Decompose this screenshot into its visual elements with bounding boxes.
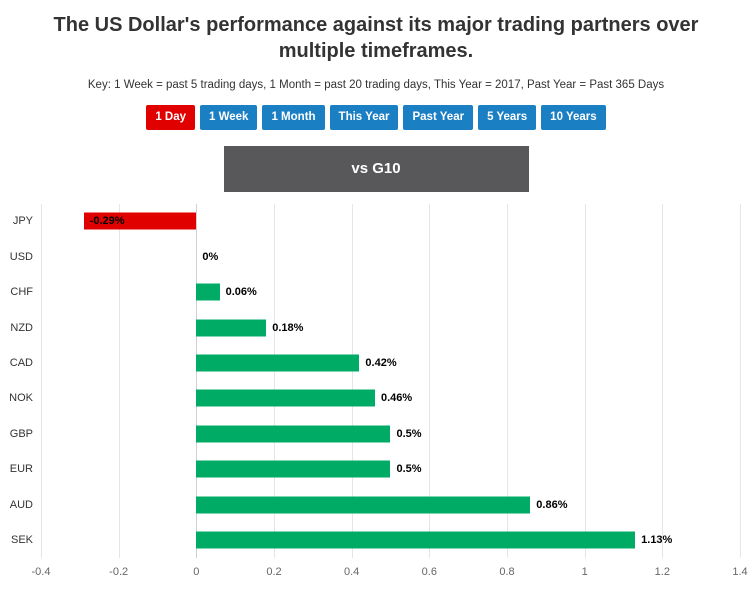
timeframe-buttons: 1 Day 1 Week 1 Month This Year Past Year 5 Ye… [0,105,752,130]
bar-jpy[interactable] [83,212,197,230]
chart-plot-area: JPY -0.29% USD 0% CHF 0.06% NZD 0.18% CAD 0.42% NO… [9,203,741,558]
category-label: NOK [9,392,33,405]
category-label: USD [9,250,33,263]
value-label: 0.5% [396,463,422,476]
value-label: 0.18% [272,321,304,334]
timeframe-button-5-years[interactable]: 5 Years [478,105,537,130]
group-banner-label: vs G10 [351,160,401,178]
bar-gbp[interactable] [196,425,391,443]
category-label: EUR [9,463,33,476]
timeframe-button-10-years[interactable]: 10 Years [541,105,606,130]
value-label: 0.86% [536,498,568,511]
value-label: 0% [202,250,219,263]
page-title: The US Dollar's performance against its … [53,14,699,62]
category-label: SEK [10,534,33,546]
value-label: -0.29% [89,215,125,228]
key-legend-text: Key: 1 Week = past 5 trading days, 1 Mon… [87,79,665,91]
bar-chf[interactable] [196,283,220,301]
timeframe-button-this-year[interactable]: This Year [329,105,399,130]
x-tick-label: -0.4 [31,565,51,578]
gridline [429,203,431,558]
x-tick-label: 0.8 [499,565,515,578]
category-label: NZD [10,321,33,334]
timeframe-button-1-day[interactable]: 1 Day [146,105,196,130]
gridline [740,203,741,558]
bar-row-gbp: GBP 0.5% [10,416,740,451]
gridline [662,203,664,558]
bar-nok[interactable] [196,389,375,407]
gridline [274,203,275,558]
category-label: CAD [9,356,33,369]
category-label: GBP [9,427,33,440]
bar-row-cad: CAD 0.42% [10,345,740,380]
bar-row-usd: USD 0% [10,239,740,274]
bar-aud[interactable] [196,496,531,514]
bar-row-eur: EUR 0.5% [10,451,740,486]
x-tick-label: 0.2 [266,565,282,578]
bar-row-chf: CHF 0.06% [10,274,740,309]
bar-nzd[interactable] [196,319,267,337]
x-axis: -0.4 -0.2 0 0.2 0.4 0.6 0.8 1 1.2 1.4 [32,562,748,582]
chart-rows: JPY -0.29% USD 0% CHF 0.06% NZD 0.18% CAD 0.42% NO… [9,204,740,558]
bar-cad[interactable] [196,354,360,372]
gridline [584,203,586,558]
bar-row-nok: NOK 0.46% [9,381,740,416]
x-tick-label: 0.6 [421,565,437,578]
group-banner: vs G10 [223,145,529,192]
value-label: 0.5% [396,427,422,440]
value-label: 0.46% [380,392,413,405]
gridline [41,203,42,558]
timeframe-button-1-month[interactable]: 1 Month [262,105,325,130]
x-tick-label: 1.4 [732,565,748,578]
category-label: CHF [10,286,33,299]
bar-row-aud: AUD 0.86% [10,487,740,522]
x-tick-label: -0.2 [109,565,129,578]
bar-sek[interactable] [196,531,636,549]
zero-gridline [196,203,198,558]
bar-row-jpy: JPY -0.29% [13,204,740,239]
timeframe-button-1-week[interactable]: 1 Week [200,105,258,130]
gridline [351,203,353,558]
x-tick-label: 0 [193,565,200,578]
value-label: 1.13% [641,534,673,546]
bar-chart: JPY -0.29% USD 0% CHF 0.06% NZD 0.18% CAD 0.42% NO… [0,203,752,586]
x-tick-label: 1 [581,565,588,578]
bar-eur[interactable] [196,460,391,478]
value-label: 0.42% [365,356,397,369]
category-label: JPY [12,215,33,228]
x-tick-label: 1.2 [654,565,670,578]
gridline [507,203,508,558]
bar-row-nzd: NZD 0.18% [10,310,740,345]
value-label: 0.06% [225,286,257,299]
x-tick-label: 0.4 [344,565,360,578]
category-label: AUD [9,498,33,511]
bar-row-sek: SEK 1.13% [11,522,740,557]
timeframe-button-past-year[interactable]: Past Year [403,105,474,130]
gridline [118,203,120,558]
